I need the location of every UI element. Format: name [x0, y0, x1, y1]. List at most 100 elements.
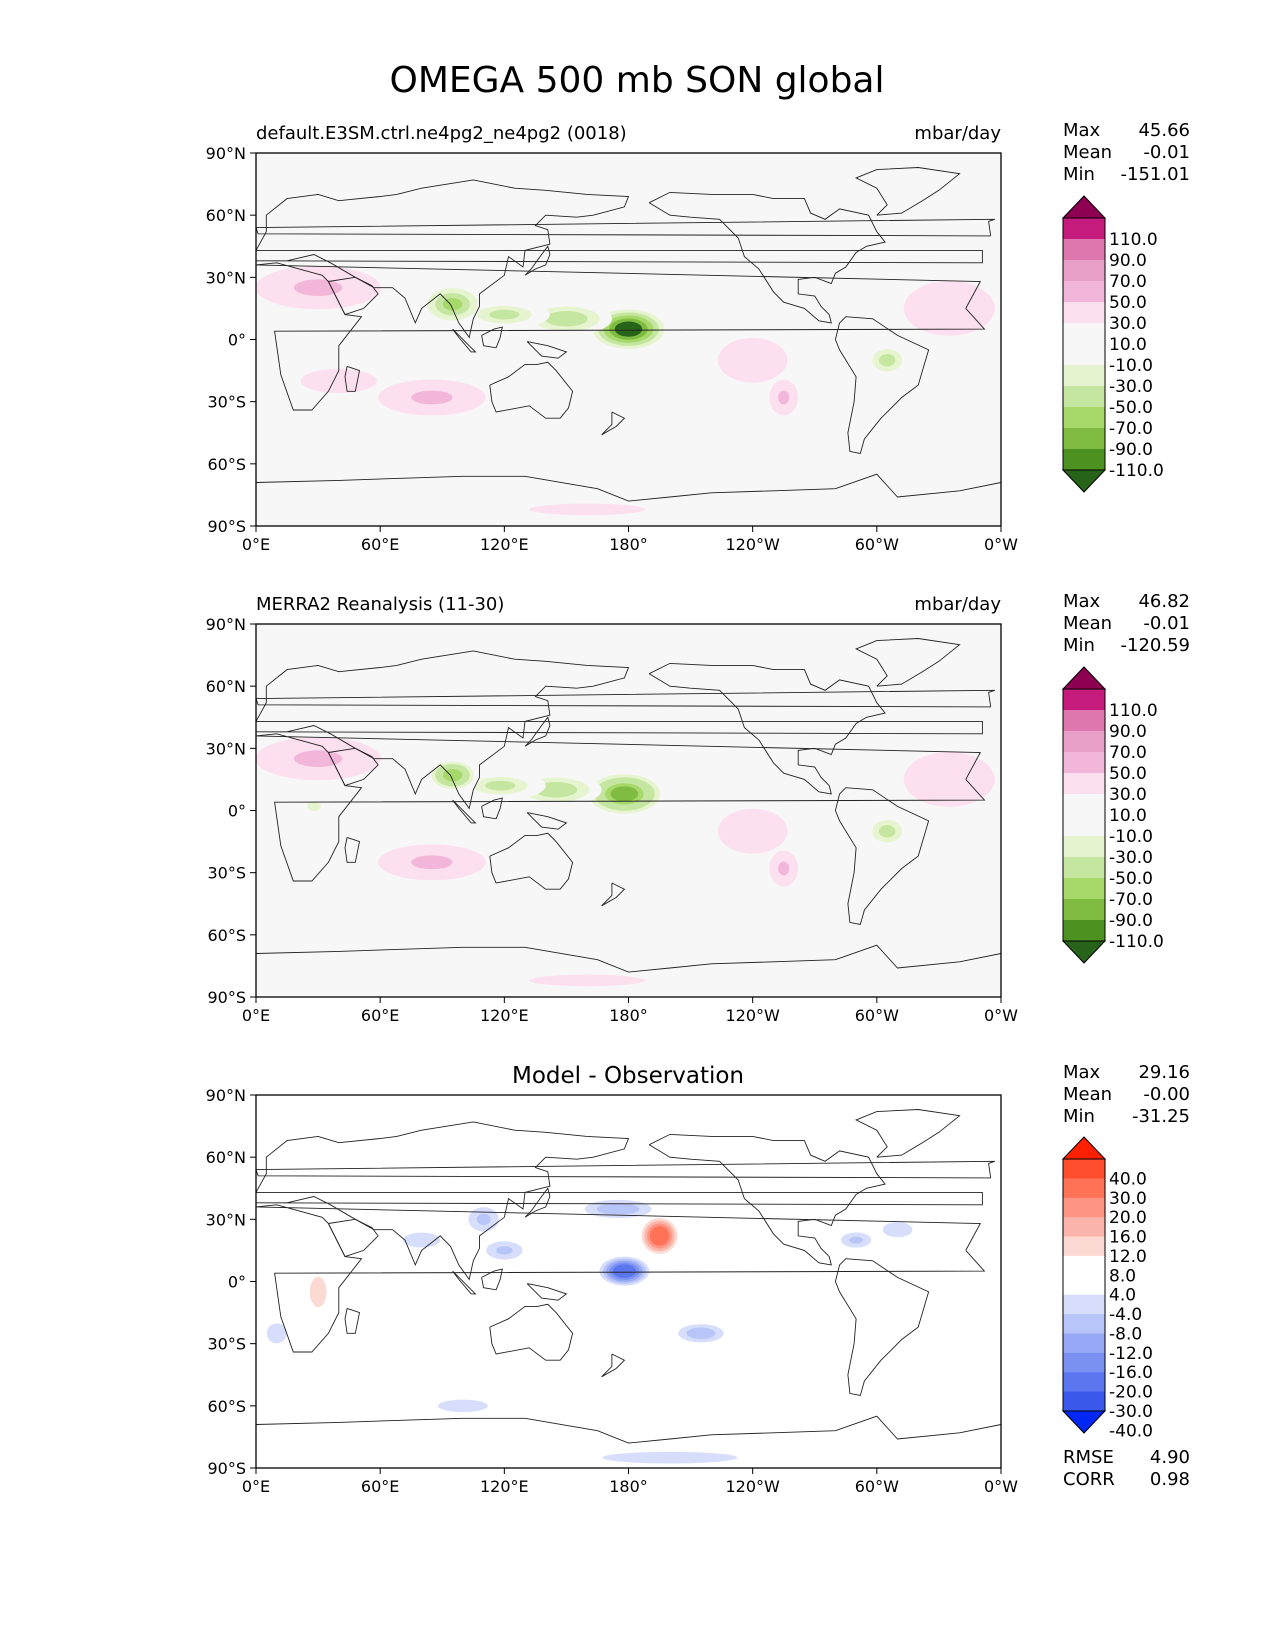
coastline-australia: [489, 1303, 574, 1361]
lat-tick-label: 0°: [228, 331, 246, 350]
lat-tick-label: 30°S: [207, 864, 246, 883]
colorbar-tick-label: -16.0: [1109, 1363, 1153, 1383]
stat-min-value: -31.25: [1132, 1106, 1190, 1127]
stat-max-label: Max: [1063, 591, 1101, 612]
contour-blob: [545, 505, 629, 514]
rmse-label: RMSE: [1063, 1447, 1114, 1468]
colorbar-tick-label: -12.0: [1109, 1344, 1153, 1364]
colorbar-swatch: [1063, 344, 1105, 366]
colorbar-tick-label: -50.0: [1109, 869, 1153, 889]
colorbar-swatch: [1063, 815, 1105, 837]
stat-mean-label: Mean: [1063, 142, 1112, 163]
coastline-antarctica: [256, 473, 1001, 502]
lat-tick-label: 30°N: [206, 268, 246, 287]
axis-ticks: 90°N 60°N 30°N 0° 30°S 60°S 90°S0°E 60°E 120°E 18…: [206, 144, 1019, 554]
colorbar-swatch: [1063, 260, 1105, 282]
coastline-africa: [256, 733, 986, 882]
colorbar-tick-label: 90.0: [1109, 251, 1147, 271]
colorbar-swatch: [1063, 836, 1105, 858]
lon-tick-label: 0°W: [984, 1006, 1018, 1025]
coastline-madagascar: [344, 365, 361, 392]
contour-blob: [733, 347, 772, 373]
lat-tick-label: 0°: [228, 802, 246, 821]
colorbar-tick-label: 90.0: [1109, 722, 1147, 742]
colorbar-tick-label: -40.0: [1109, 1421, 1153, 1441]
lat-tick-label: 90°N: [206, 1086, 246, 1105]
colorbar-swatch: [1063, 1236, 1105, 1257]
lon-tick-label: 0°E: [242, 535, 270, 554]
contour-blob: [489, 309, 520, 320]
lon-tick-label: 0°W: [984, 1477, 1018, 1496]
contour-blob: [485, 780, 516, 791]
contour-fills: [260, 1182, 981, 1468]
contour-blob: [540, 784, 572, 796]
coastlines: [256, 1109, 1001, 1444]
colorbar-tick-label: 20.0: [1109, 1208, 1147, 1228]
panel-model: default.E3SM.ctrl.ne4pg2_ne4pg2 (0018) m…: [206, 123, 1019, 554]
coastline-japan: [524, 716, 551, 747]
colorbar-swatch: [1063, 1294, 1105, 1315]
colorbar-tick-label: -90.0: [1109, 440, 1153, 460]
contour-blob: [476, 1213, 491, 1225]
colorbar-swatch: [1063, 386, 1105, 408]
colorbar-swatch: [1063, 1391, 1105, 1412]
contour-blob: [307, 801, 321, 812]
lon-tick-label: 120°W: [725, 1006, 780, 1025]
colorbar-swatch: [1063, 407, 1105, 429]
lat-tick-label: 60°S: [207, 1397, 246, 1416]
contour-blob: [604, 241, 632, 252]
colorbar-swatch: [1063, 689, 1105, 711]
lon-tick-label: 180°: [609, 1006, 648, 1025]
stat-min-label: Min: [1063, 635, 1095, 656]
colorbar-extend-top: [1061, 1136, 1107, 1160]
contour-blob: [545, 976, 629, 985]
contour-blob: [556, 1349, 577, 1359]
contour-blob: [889, 1225, 906, 1234]
axis-ticks: 90°N 60°N 30°N 0° 30°S 60°S 90°S0°E 60°E 120°E 18…: [206, 1086, 1019, 1496]
contour-blob: [878, 354, 896, 367]
contour-blob: [411, 390, 453, 405]
colorbar-swatch: [1063, 1275, 1105, 1296]
coastline-newguinea: [526, 1283, 568, 1301]
colorbar-swatch: [1063, 323, 1105, 345]
colorbar-tick-label: 50.0: [1109, 764, 1147, 784]
contour-fills: [256, 192, 1001, 522]
colorbar-tick-label: -20.0: [1109, 1383, 1153, 1403]
coastline-greenland: [855, 1109, 961, 1158]
coastline-uk: [256, 1160, 995, 1179]
coastline-s_america: [834, 787, 930, 926]
colorbar-swatch: [1063, 857, 1105, 879]
colorbar-tick-label: 110.0: [1109, 230, 1158, 250]
lon-tick-label: 60°E: [361, 1477, 399, 1496]
colorbar-swatch: [1063, 920, 1105, 942]
coastline-borneo: [481, 797, 503, 820]
coastline-n_america: [648, 1133, 886, 1266]
stat-mean-value: -0.01: [1143, 142, 1190, 163]
contour-blob: [293, 279, 343, 296]
stat-max-value: 46.82: [1138, 591, 1190, 612]
coastline-arabia: [327, 1218, 379, 1258]
colorbar-swatch: [1063, 449, 1105, 471]
contour-blob: [652, 1229, 667, 1243]
colorbar-tick-label: 10.0: [1109, 806, 1147, 826]
metrics-diff: RMSE 4.90 CORR 0.98: [1063, 1447, 1190, 1490]
contour-blob: [928, 295, 970, 321]
coastline-sumatra: [452, 1270, 477, 1295]
coastline-newguinea: [526, 812, 568, 830]
coastline-uk: [256, 218, 995, 237]
colorbar-swatch: [1063, 239, 1105, 261]
lat-tick-label: 60°N: [206, 677, 246, 696]
contour-blob: [778, 390, 790, 405]
panel-diff: Model - Observation 90°N 60°N 30°N 0° 30°S 60…: [206, 1063, 1019, 1496]
colorbar-frame: [1062, 217, 1106, 471]
lon-tick-label: 180°: [609, 1477, 648, 1496]
colorbar-tick-label: -30.0: [1109, 1402, 1153, 1422]
colorbar-swatch: [1063, 218, 1105, 240]
coastline-madagascar: [344, 836, 361, 863]
contour-blob: [778, 861, 790, 876]
stat-max-value: 45.66: [1138, 120, 1190, 141]
colorbar-tick-label: -4.0: [1109, 1305, 1142, 1325]
contour-blob: [662, 671, 698, 680]
contour-blob: [847, 785, 865, 794]
